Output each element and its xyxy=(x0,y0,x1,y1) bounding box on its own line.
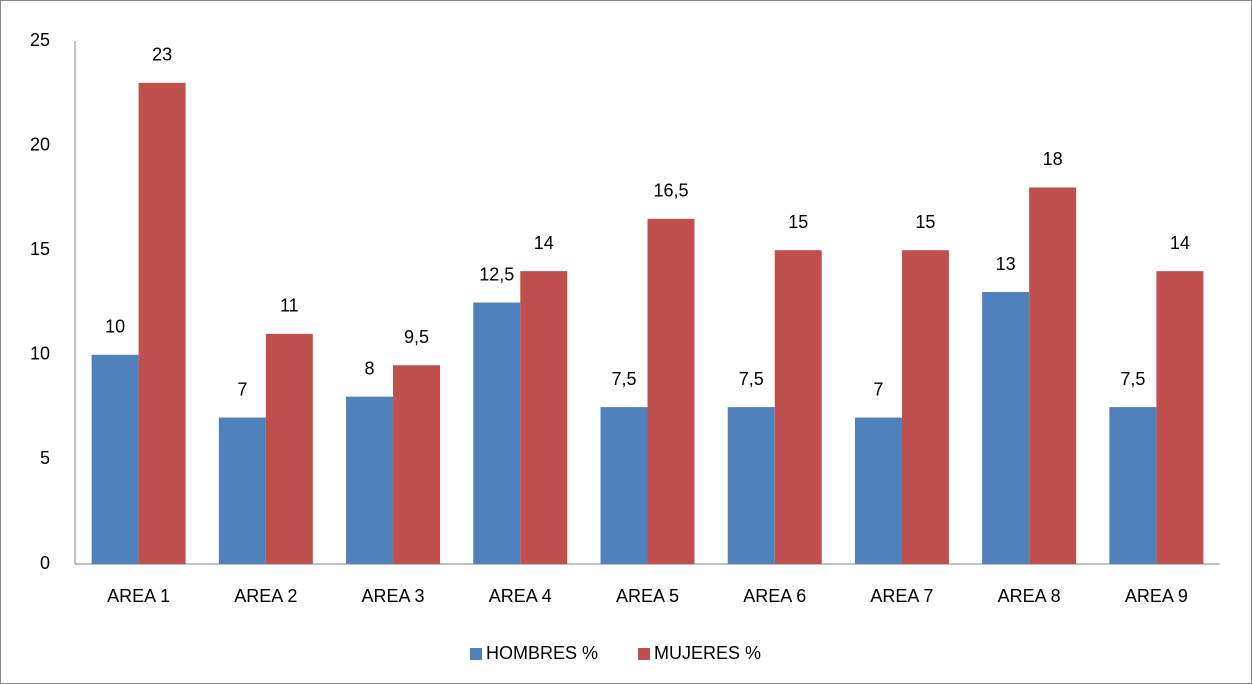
data-label: 11 xyxy=(280,296,299,316)
bar xyxy=(91,354,139,564)
bar xyxy=(473,302,521,564)
data-label: 12,5 xyxy=(479,264,514,284)
bar xyxy=(138,82,186,564)
y-tick-label: 5 xyxy=(40,448,50,468)
data-label: 7 xyxy=(237,379,247,399)
bar xyxy=(854,417,902,564)
data-label: 10 xyxy=(105,317,125,337)
data-label: 7,5 xyxy=(1120,369,1145,389)
data-label: 18 xyxy=(1043,149,1063,169)
bar xyxy=(600,407,648,564)
data-label: 15 xyxy=(788,212,808,232)
legend-swatch xyxy=(638,648,651,660)
x-tick-label: AREA 9 xyxy=(1125,586,1188,606)
bar xyxy=(520,271,568,564)
x-tick-label: AREA 7 xyxy=(870,586,933,606)
y-tick-label: 0 xyxy=(40,553,50,573)
data-label: 15 xyxy=(915,212,935,232)
data-label: 7 xyxy=(873,379,883,399)
data-label: 7,5 xyxy=(739,369,764,389)
data-label: 7,5 xyxy=(611,369,636,389)
bar xyxy=(1029,187,1077,564)
legend-label: MUJERES % xyxy=(654,643,761,663)
data-label: 16,5 xyxy=(653,181,688,201)
data-label: 23 xyxy=(152,45,172,65)
data-label: 8 xyxy=(365,358,375,378)
y-tick-label: 15 xyxy=(30,239,50,259)
data-label: 13 xyxy=(996,254,1016,274)
y-tick-label: 25 xyxy=(30,30,50,50)
bar xyxy=(774,250,822,564)
data-label: 14 xyxy=(1170,233,1190,253)
bar xyxy=(346,396,394,564)
bar xyxy=(982,292,1030,564)
bar xyxy=(1156,271,1204,564)
bar xyxy=(393,365,441,564)
bar xyxy=(265,333,313,564)
bar xyxy=(647,218,695,564)
y-tick-label: 10 xyxy=(30,344,50,364)
legend-label: HOMBRES % xyxy=(486,643,598,663)
bar xyxy=(901,250,949,564)
y-tick-label: 20 xyxy=(30,134,50,154)
bar xyxy=(1109,407,1157,564)
x-tick-label: AREA 6 xyxy=(743,586,806,606)
x-tick-label: AREA 4 xyxy=(489,586,552,606)
bar xyxy=(727,407,775,564)
data-label: 9,5 xyxy=(404,327,429,347)
bar xyxy=(218,417,266,564)
x-tick-label: AREA 3 xyxy=(362,586,425,606)
data-label: 14 xyxy=(534,233,554,253)
x-tick-label: AREA 2 xyxy=(234,586,297,606)
x-tick-label: AREA 8 xyxy=(998,586,1061,606)
legend-swatch xyxy=(470,648,482,660)
x-tick-label: AREA 5 xyxy=(616,586,679,606)
x-tick-label: AREA 1 xyxy=(107,586,170,606)
